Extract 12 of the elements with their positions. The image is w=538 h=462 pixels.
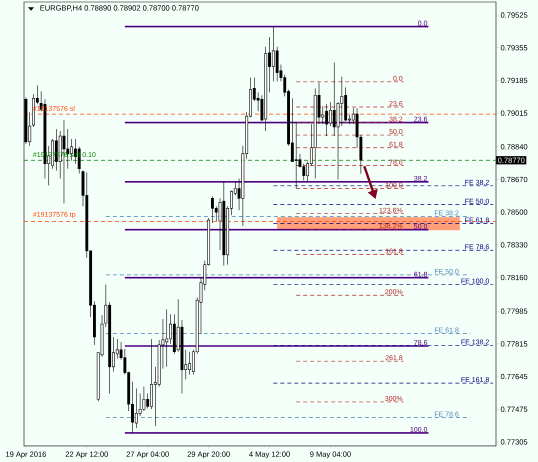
candlestick [188, 351, 192, 375]
candlestick [328, 102, 332, 126]
candlestick [150, 338, 153, 410]
candlestick [325, 104, 328, 136]
candlestick [340, 76, 344, 126]
candlestick [276, 46, 279, 82]
candlestick [134, 388, 138, 428]
candlestick [272, 26, 275, 82]
candlestick [210, 196, 214, 224]
candlestick [165, 308, 168, 368]
candlestick [294, 122, 298, 189]
candlestick [142, 386, 146, 412]
